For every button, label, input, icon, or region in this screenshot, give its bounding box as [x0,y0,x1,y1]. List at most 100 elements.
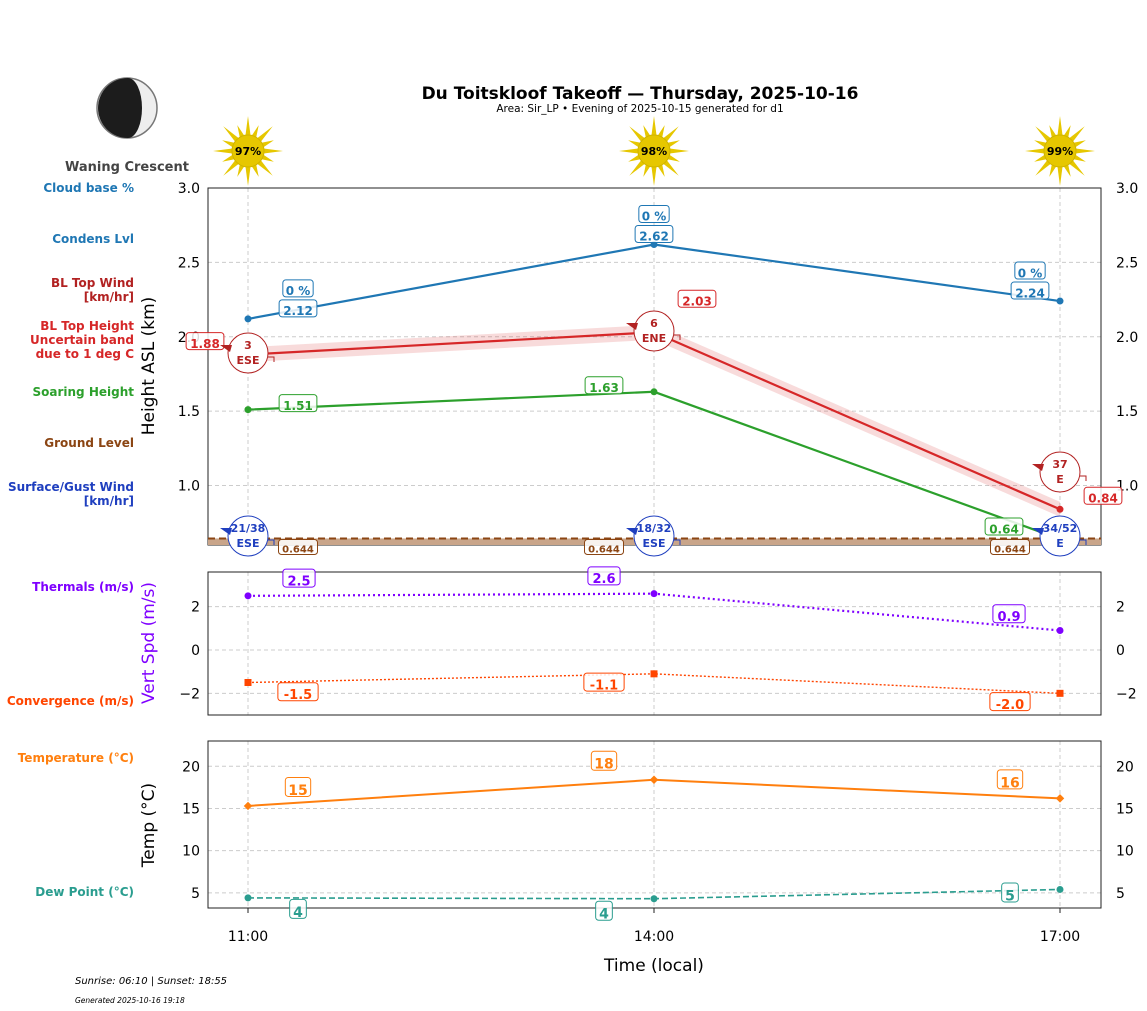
data-point [244,894,252,902]
wind-tail [268,356,275,362]
wind-arrow [220,345,232,352]
dew-point-label: 4 [595,900,613,923]
label-box [282,279,314,298]
dew-point-label: 4 [289,898,307,921]
y-tick-label-right: 20 [1116,759,1134,775]
sun-ray [1067,126,1085,144]
data-point [1055,794,1065,803]
sun-times: Sunrise: 06:10 | Sunset: 18:55 [75,976,227,987]
label-text: 16 [1000,775,1019,791]
x-tick-label: 11:00 [228,929,268,945]
label-text: 0.644 [282,545,314,556]
convergence-label: -2.0 [989,692,1031,713]
thermal-label: 2.5 [282,568,316,589]
label-text: 0 % [286,284,311,298]
label-text: 4 [293,905,303,921]
label-box [289,898,307,919]
label-box [590,750,618,771]
y-tick-label: 2 [191,600,200,616]
label-text: 15 [288,783,307,799]
wind-circle [227,332,269,374]
sun-percent: 97% [235,145,261,158]
sun-ray [629,126,647,144]
sun-ray [261,148,283,154]
convergence-label: -1.1 [583,672,625,693]
sun-ray [223,158,241,176]
data-point [1056,297,1064,305]
y-tick-label-right: 2.0 [1116,330,1138,346]
data-point [650,590,658,598]
wind-tail [674,539,681,545]
temperature-label: 18 [590,750,618,773]
soaring-label: 0.64 [984,517,1024,536]
label-box [278,394,318,413]
bl-top-label: 0.84 [1083,486,1123,506]
y-tick-label: 3.0 [178,181,200,197]
moon-phase-label: Waning Crescent [65,160,189,175]
sun-icon: 99% [1025,116,1095,186]
sun-percent: 98% [641,145,667,158]
wind-barb-icon: 6 ENE [626,310,681,352]
sun-ray [1025,148,1047,154]
row-label: [km/hr] [84,494,134,508]
row-label: Dew Point (°C) [35,885,134,899]
sun-ray [651,116,657,138]
label-text: 2.24 [1015,286,1045,300]
label-text: -2.0 [996,698,1024,713]
dew-point-label: 5 [1001,882,1019,904]
label-box [996,769,1024,790]
axes-frame [207,571,1102,716]
sun-ray [629,158,647,176]
convergence-line [247,673,1061,695]
y-tick-label: 0 [191,643,200,659]
sun-ray [667,148,689,154]
cloud-pct-label: 0 % [1014,261,1046,280]
sun-ray [245,164,251,186]
bl-top-label: 1.88 [185,332,225,351]
label-text: -1.5 [284,688,312,703]
row-label: Soaring Height [33,385,135,399]
wind-tail [1080,539,1087,545]
sun-ray [213,148,235,154]
row-label: [km/hr] [84,290,134,304]
label-box [677,289,717,308]
ground-label: 0.644 [584,539,624,556]
y-tick-label: 5 [191,886,200,902]
sun-ray [1035,158,1053,176]
label-box [638,205,670,224]
y-axis-label: Vert Spd (m/s) [139,582,159,704]
y-tick-label: 1.0 [178,479,200,495]
data-point [649,775,659,785]
sun-ray [1067,158,1085,176]
cloud-pct-label: 0 % [282,279,314,298]
wind-circle [227,515,269,557]
label-text: 2.62 [639,230,669,244]
label-box [278,299,318,318]
wind-circle [633,310,675,352]
sun-ray [661,126,679,144]
sun-disc [637,134,671,168]
label-box [990,539,1030,555]
row-label: Temperature (°C) [18,751,134,765]
label-text: 4 [599,907,609,923]
y-tick-label-right: 2 [1116,600,1125,616]
chart-title: Du Toitskloof Takeoff — Thursday, 2025-1… [422,84,859,104]
wind-barb-icon: 37 E [1032,451,1087,493]
row-label: Cloud base % [43,181,134,195]
y-tick-label: 2.5 [178,255,200,271]
y-tick-label: 15 [182,801,200,817]
row-label: Surface/Gust Wind [8,480,134,494]
y-tick-label: 10 [182,844,200,860]
label-text: -1.1 [590,678,618,693]
sun-ray [255,158,273,176]
moon-shadow [98,78,142,138]
wind-barb-icon: 18/32 ESE [626,515,681,557]
y-tick-label: 20 [182,759,200,775]
sun-icon: 97% [213,116,283,186]
x-tick-label: 17:00 [1040,929,1080,945]
bl-uncertainty-band [248,324,1060,517]
label-box [1014,261,1046,280]
wind-direction: ESE [237,354,260,367]
wind-direction: E [1056,537,1064,550]
y-tick-label-right: 3.0 [1116,181,1138,197]
